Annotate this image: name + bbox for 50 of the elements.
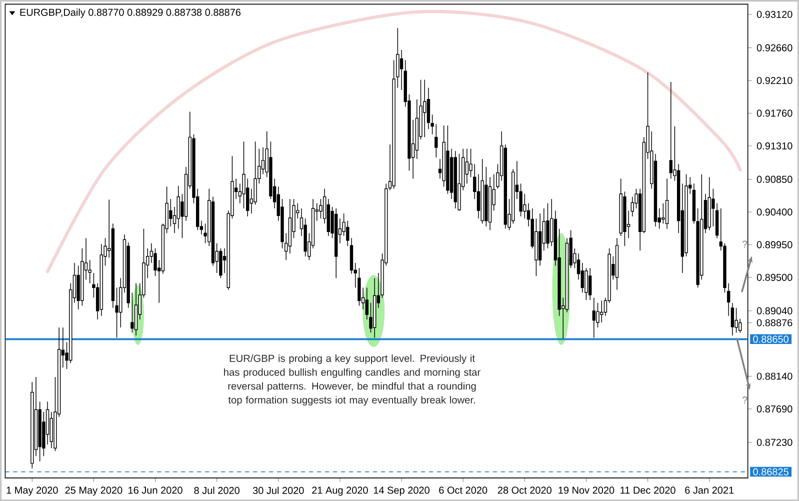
- candlestick: [546, 202, 550, 249]
- x-tick-label: 28 Oct 2020: [498, 486, 552, 494]
- candlestick: [588, 268, 592, 300]
- candlestick: [358, 268, 361, 306]
- x-tick-label: 11 Dec 2020: [620, 486, 676, 494]
- y-tick-label: 0.91310: [756, 142, 792, 150]
- y-tick-label: 0.88140: [756, 372, 792, 380]
- candlestick: [134, 282, 138, 336]
- y-tick-label: 0.89500: [756, 274, 792, 281]
- y-tick-label: 0.87690: [756, 405, 792, 412]
- candlestick: [458, 153, 461, 211]
- candlestick: [454, 150, 457, 209]
- text: ?: [742, 396, 748, 404]
- y-tick-label: 0.90400: [756, 208, 792, 216]
- candlestick: [708, 176, 711, 230]
- x-tick-label: 6 Jan 2021: [685, 486, 734, 494]
- y-tick-label: 0.93120: [756, 10, 792, 18]
- chart-title: EURGBP,Daily 0.88770 0.88929 0.88738 0.88876: [20, 8, 241, 18]
- x-tick-label: 14 Sep 2020: [374, 486, 430, 496]
- candlestick: [480, 158, 484, 224]
- x-tick-label: 21 Aug 2020: [312, 486, 368, 496]
- candlestick: [615, 238, 619, 290]
- y-tick-label: 0.91760: [756, 110, 792, 117]
- x-tick-label: 30 Jul 2020: [252, 486, 304, 494]
- candlestick: [396, 28, 400, 88]
- y-tick-label: 0.90850: [756, 176, 792, 183]
- y-tick-label: 0.89950: [756, 241, 792, 248]
- x-tick-label: 25 May 2020: [65, 486, 122, 496]
- x-tick-label: 19 Nov 2020: [558, 486, 614, 494]
- annotation: EUR/GBP is probing a key support level. Previously it has produced bullish engulfing candles and morning star reversal patterns. However, be mindful that a rounding top formation suggests iot may eventually break lower.: [224, 354, 480, 406]
- candlestick: [334, 208, 338, 278]
- candlestick: [592, 297, 596, 338]
- x-tick-label: 1 May 2020: [6, 486, 58, 496]
- candlestick: [434, 124, 438, 158]
- y-tick-label: 0.87230: [756, 438, 792, 446]
- candlestick: [665, 178, 669, 230]
- x-tick-label: 16 Jun 2020: [128, 486, 182, 494]
- candlestick: [730, 302, 734, 336]
- y-tick-label: 0.88876: [756, 319, 792, 326]
- text: ?: [742, 240, 748, 248]
- y-tick-label: 0.89040: [756, 307, 792, 314]
- y-tick-label: 0.92660: [756, 44, 792, 52]
- x-tick-label: 6 Oct 2020: [439, 486, 488, 494]
- ref-line-label: 0.88650: [753, 336, 788, 343]
- y-tick-label: 0.92210: [756, 76, 792, 84]
- x-tick-label: 8 Jul 2020: [194, 486, 240, 494]
- candlestick: [392, 60, 396, 190]
- candlestick: [423, 79, 426, 138]
- ref-line-label: 0.86825: [753, 468, 788, 476]
- candlestick: [219, 248, 222, 278]
